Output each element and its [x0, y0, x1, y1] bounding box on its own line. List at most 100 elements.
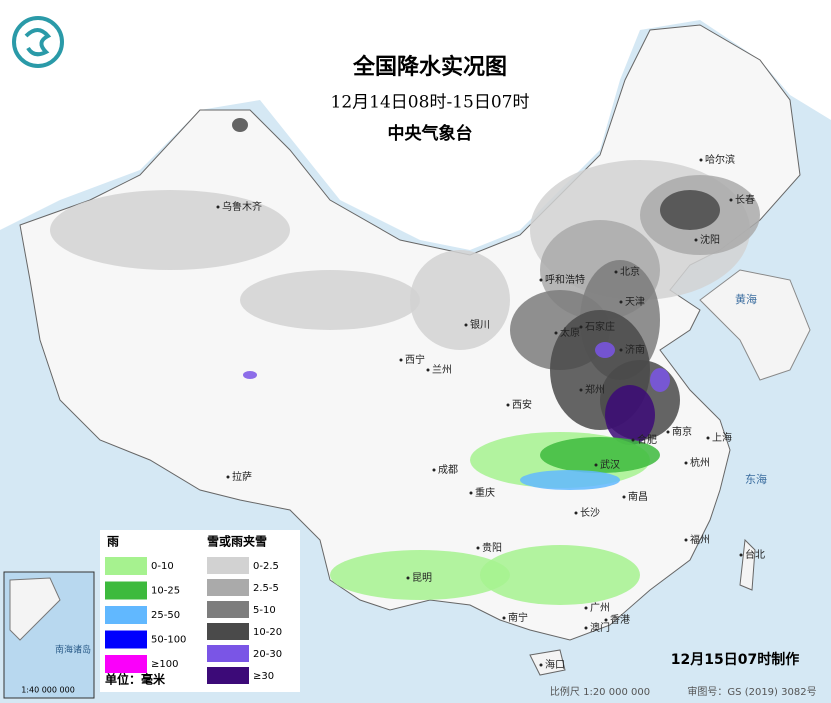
city-label: 呼和浩特 — [545, 274, 585, 286]
city-dot — [594, 463, 598, 467]
city-label: 重庆 — [475, 486, 495, 499]
city-dot — [622, 495, 626, 499]
legend-label: 2.5-5 — [253, 583, 279, 594]
city-dot — [739, 553, 743, 557]
precip-area — [410, 250, 510, 350]
legend-label: 0-10 — [151, 561, 174, 572]
legend-swatch — [207, 623, 249, 640]
precip-area — [650, 368, 670, 392]
city-label: 武汉 — [600, 458, 620, 471]
city-dot — [619, 348, 623, 352]
precip-area — [480, 545, 640, 605]
city-dot — [666, 430, 670, 434]
city-label: 太原 — [560, 326, 580, 339]
precip-area — [330, 550, 510, 600]
precip-area — [232, 118, 248, 132]
city-dot — [579, 388, 583, 392]
legend-label: ≥100 — [151, 659, 178, 670]
city-label: 济南 — [625, 343, 645, 356]
city-dot — [684, 461, 688, 465]
city-label: 郑州 — [585, 383, 605, 396]
logo-mark — [24, 28, 52, 57]
city-dot — [502, 616, 506, 620]
precip-area — [240, 270, 420, 330]
issued-time: 12月15日07时制作 — [671, 651, 799, 668]
precipitation-areas — [50, 118, 760, 605]
legend-swatch — [105, 606, 147, 624]
legend-swatch — [207, 557, 249, 574]
city-label: 西安 — [512, 398, 532, 411]
city-label: 长春 — [735, 194, 755, 206]
inset-scale: 1:40 000 000 — [21, 686, 75, 695]
legend-label: ≥30 — [253, 671, 274, 682]
legend-swatch — [207, 579, 249, 596]
city-label: 南京 — [672, 425, 692, 438]
legend: 雨 雪或雨夹雪 0-10 10-25 25-50 50-100 ≥100 0-2.5 2.5-5… — [105, 534, 282, 684]
precip-area — [595, 342, 615, 358]
precip-area — [605, 385, 655, 445]
city-dot — [706, 436, 710, 440]
city-label: 杭州 — [690, 456, 710, 469]
legend-swatch — [105, 655, 147, 673]
sea-label: 东海 — [745, 472, 767, 486]
city-dot — [506, 403, 510, 407]
precip-area — [50, 190, 290, 270]
sea-label: 黄海 — [735, 292, 757, 306]
city-dot — [684, 538, 688, 542]
logo — [12, 16, 64, 68]
city-label: 澳门 — [590, 621, 610, 634]
city-label: 昆明 — [412, 572, 432, 584]
city-dot — [584, 606, 588, 610]
city-dot — [694, 238, 698, 242]
city-dot — [426, 368, 430, 372]
city-dot — [699, 158, 703, 162]
city-dot — [469, 491, 473, 495]
legend-label: 20-30 — [253, 649, 282, 660]
legend-swatch — [105, 581, 147, 600]
legend-swatch — [105, 557, 147, 575]
map-scale: 比例尺 1:20 000 000 — [550, 685, 650, 698]
legend-swatch — [207, 667, 249, 684]
city-label: 哈尔滨 — [705, 153, 735, 166]
city-dot — [539, 278, 543, 282]
title: 全国降水实况图 — [352, 54, 507, 80]
city-label: 长沙 — [580, 507, 600, 519]
islands — [529, 538, 756, 676]
city-dot — [226, 475, 230, 479]
city-label: 合肥 — [637, 433, 657, 446]
city-label: 兰州 — [432, 363, 452, 376]
legend-swatch — [207, 601, 249, 618]
city-label: 台北 — [745, 548, 765, 561]
legend-label: 50-100 — [151, 635, 186, 646]
city-dot — [554, 331, 558, 335]
city-label: 乌鲁木齐 — [222, 200, 262, 213]
city-label: 西宁 — [405, 353, 425, 366]
city-dot — [399, 358, 403, 362]
city-dot — [574, 511, 578, 515]
inset-label: 南海诸岛 — [55, 644, 91, 656]
city-label: 北京 — [620, 265, 640, 278]
korea — [699, 269, 811, 381]
legend-label: 10-20 — [253, 627, 282, 638]
city-label: 南昌 — [628, 490, 648, 503]
city-dot — [464, 323, 468, 327]
city-label: 拉萨 — [232, 470, 252, 483]
city-label: 广州 — [590, 602, 610, 614]
city-label: 福州 — [690, 533, 710, 546]
city-dot — [631, 438, 635, 442]
precip-area — [660, 190, 720, 230]
subtitle: 12月14日08时-15日07时 — [331, 93, 530, 113]
legend-label: 25-50 — [151, 610, 180, 621]
legend-label: 10-25 — [151, 586, 180, 597]
city-label: 香港 — [610, 614, 630, 626]
approval-number: 审图号：GS (2019) 3082号 — [687, 685, 816, 698]
inset-land — [9, 577, 61, 641]
precip-area — [243, 371, 257, 379]
legend-title: 雨 — [107, 535, 119, 549]
precip-area — [520, 470, 620, 490]
city-dot — [539, 663, 543, 667]
city-dot — [579, 325, 583, 329]
city-dot — [614, 270, 618, 274]
city-dot — [584, 626, 588, 630]
